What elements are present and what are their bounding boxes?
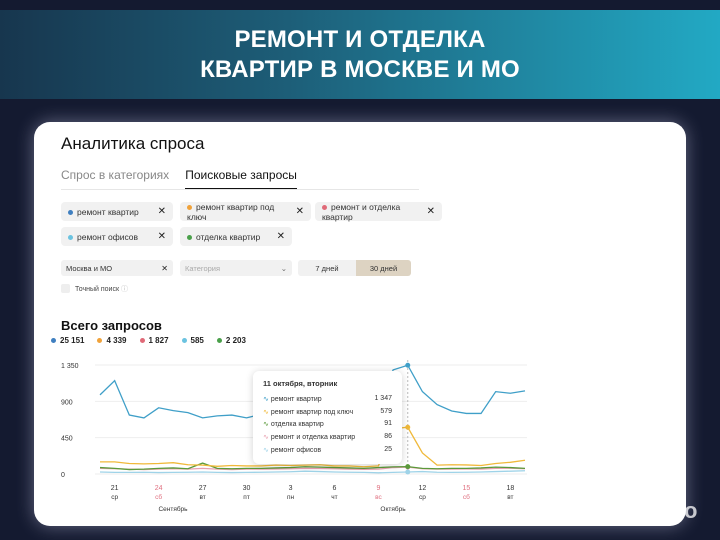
x-tick-weekday: ср (419, 494, 426, 501)
color-dot (187, 234, 192, 240)
x-tick-day: 6 (333, 485, 337, 492)
series-line (99, 466, 526, 471)
series-line-icon: ∿ (263, 408, 269, 416)
chip-label: ремонт квартир под ключ (187, 201, 275, 222)
x-tick-weekday: вт (507, 494, 513, 501)
period-30-days[interactable]: 30 дней (356, 260, 411, 276)
series-line-icon: ∿ (263, 421, 269, 429)
series-line-icon: ∿ (263, 434, 269, 442)
series-line (100, 426, 526, 468)
close-icon[interactable]: ✕ (426, 206, 435, 217)
x-tick-day: 15 (462, 485, 470, 492)
x-tick-day: 24 (155, 485, 163, 492)
region-field[interactable]: Москва и МО ✕ (61, 260, 173, 276)
highlight-point (405, 424, 411, 430)
color-dot (187, 204, 192, 210)
chevron-down-icon: ⌄ (280, 263, 287, 273)
y-tick-label: 1 350 (61, 363, 79, 370)
x-tick-day: 12 (419, 485, 427, 492)
page-title: Аналитика спроса (61, 134, 205, 153)
banner-line-1: РЕМОНТ И ОТДЕЛКА (234, 25, 486, 53)
x-tick-weekday: вс (375, 494, 382, 501)
color-dot (139, 338, 145, 344)
x-tick-weekday: сб (155, 493, 162, 501)
close-icon[interactable]: ✕ (276, 231, 285, 242)
color-dot (181, 338, 187, 344)
tooltip-title: 11 октября, вторник (263, 379, 338, 388)
query-chip: ремонт офисов ✕ (61, 227, 173, 246)
color-dot (51, 338, 56, 344)
close-icon[interactable]: ✕ (157, 206, 166, 217)
x-tick-day: 9 (376, 485, 380, 492)
total-item: 25 151 (51, 336, 84, 345)
tabs: Спрос в категориях Поисковые запросы (61, 168, 297, 190)
x-tick-day: 27 (199, 485, 207, 492)
query-chip: ремонт квартир под ключ ✕ (180, 201, 311, 222)
close-icon[interactable]: ✕ (157, 231, 166, 242)
y-tick-label: 900 (61, 399, 73, 406)
tooltip-row: ∿ отделка квартир 91 (263, 420, 392, 429)
tab-search-queries[interactable]: Поисковые запросы (185, 168, 297, 190)
x-tick-day: 30 (243, 485, 251, 492)
category-placeholder: Категория (185, 263, 221, 273)
series-line (99, 462, 526, 471)
series-line-icon: ∿ (263, 446, 269, 454)
highlight-point (405, 362, 411, 368)
exact-search-label: Точный поиск ⓘ (75, 286, 128, 293)
chip-label: ремонт офисов (68, 232, 138, 242)
color-dot (322, 204, 327, 210)
total-item: 1 827 (139, 336, 169, 345)
banner-line-2: КВАРТИР В МОСКВЕ И МО (200, 55, 520, 83)
color-dot (216, 338, 222, 344)
tooltip-row: ∿ ремонт квартир под ключ 579 (263, 407, 392, 416)
query-chip: отделка квартир ✕ (180, 227, 292, 246)
total-item: 2 203 (216, 336, 246, 345)
total-item: 4 339 (97, 336, 127, 345)
highlight-point (405, 469, 411, 475)
totals-legend: 25 151 4 339 1 827 585 2 203 (51, 336, 246, 345)
month-label: Октябрь (380, 505, 406, 513)
period-7-days[interactable]: 7 дней (298, 260, 356, 276)
banner: РЕМОНТ И ОТДЕЛКА КВАРТИР В МОСКВЕ И МО (0, 10, 720, 99)
chart-tooltip: 11 октября, вторник ∿ ремонт квартир 1 34… (253, 371, 402, 464)
x-tick-weekday: пн (287, 494, 295, 501)
x-tick-day: 21 (111, 485, 119, 492)
chip-label: ремонт квартир (68, 207, 139, 217)
color-dot (68, 209, 73, 215)
tooltip-row: ∿ ремонт квартир 1 347 (263, 395, 392, 403)
y-tick-label: 450 (61, 436, 73, 443)
clear-icon[interactable]: ✕ (161, 263, 168, 273)
category-select[interactable]: Категория ⌄ (180, 260, 292, 276)
total-item: 585 (181, 336, 204, 345)
color-dot (68, 234, 73, 240)
x-tick-weekday: ср (111, 494, 118, 501)
y-tick-label: 0 (61, 472, 65, 479)
totals-title: Всего запросов (61, 318, 162, 333)
x-tick-weekday: чт (331, 494, 337, 501)
series-line (99, 470, 526, 474)
tooltip-row: ∿ ремонт и отделка квартир 86 (263, 433, 392, 442)
month-label: Сентябрь (158, 505, 188, 513)
help-icon[interactable]: ⓘ (120, 286, 128, 293)
query-chip: ремонт и отделка квартир ✕ (315, 201, 442, 222)
x-tick-day: 3 (289, 485, 293, 492)
highlight-point (405, 464, 411, 470)
query-chip: ремонт квартир ✕ (61, 202, 173, 221)
x-tick-weekday: пт (243, 494, 250, 501)
series-line-icon: ∿ (263, 396, 269, 403)
chip-label: отделка квартир (187, 232, 260, 242)
x-tick-weekday: сб (463, 493, 470, 501)
close-icon[interactable]: ✕ (295, 206, 304, 217)
tooltip-row: ∿ ремонт офисов 25 (263, 445, 392, 454)
tab-divider (61, 189, 419, 190)
chip-label: ремонт и отделка квартир (322, 201, 401, 222)
x-tick-weekday: вт (199, 494, 205, 501)
x-tick-day: 18 (506, 485, 514, 492)
avito-watermark-logo: ✿ ▲vito (612, 498, 698, 523)
color-dot (97, 338, 103, 344)
region-value: Москва и МО (66, 263, 113, 273)
tab-category-demand[interactable]: Спрос в категориях (61, 168, 170, 182)
exact-search-checkbox[interactable] (61, 284, 70, 293)
